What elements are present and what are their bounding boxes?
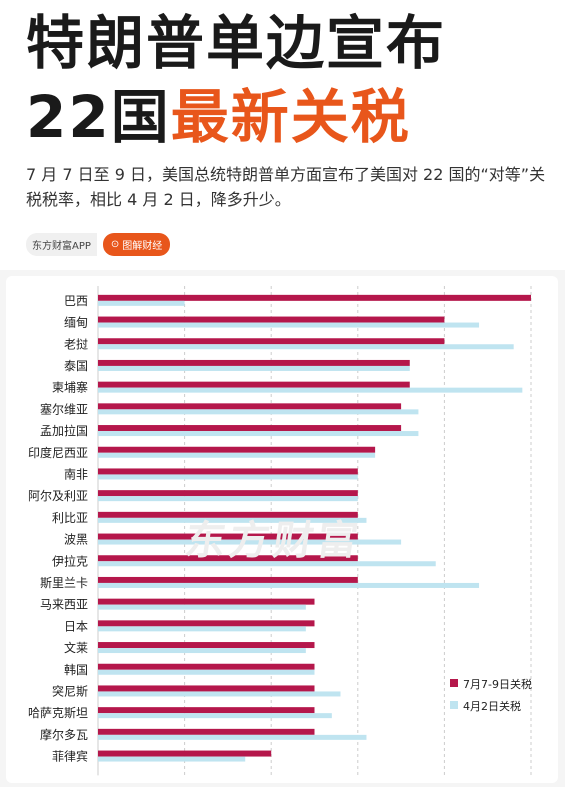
bar-apr (98, 387, 523, 393)
category-label: 老挝 (64, 337, 88, 351)
bar-apr (98, 474, 358, 480)
bar-jul (98, 685, 315, 692)
category-label: 突尼斯 (52, 683, 88, 698)
category-label: 文莱 (64, 640, 88, 655)
bar-jul (98, 425, 402, 432)
bar-jul (98, 511, 358, 518)
category-label: 伊拉克 (52, 553, 88, 568)
bar-apr (98, 604, 306, 610)
bar-apr (98, 344, 514, 350)
category-label: 哈萨克斯坦 (28, 706, 88, 720)
bar-apr (98, 300, 185, 306)
bar-jul (98, 750, 272, 757)
bar-apr (98, 431, 419, 437)
legend-label: 7月7-9日关税 (463, 677, 532, 691)
bar-apr (98, 626, 306, 632)
bar-apr (98, 517, 367, 523)
bar-jul (98, 403, 402, 410)
bar-jul (98, 338, 445, 345)
bar-apr (98, 496, 358, 502)
bar-jul (98, 555, 358, 562)
bar-apr (98, 648, 306, 654)
bar-jul (98, 359, 410, 366)
bar-jul (98, 642, 315, 649)
title-accent: 最新关税 (170, 83, 411, 151)
category-label: 日本 (64, 619, 88, 633)
category-label: 孟加拉国 (40, 423, 88, 438)
source-tag[interactable]: ⊙ 图解财经 (102, 232, 171, 256)
bar-apr (98, 452, 376, 458)
bar-apr (98, 322, 480, 328)
bar-jul (98, 533, 358, 540)
header: 特朗普单边宣布 22国最新关税 7 月 7 日至 9 日，美国总统特朗普单方面宣… (0, 0, 565, 270)
category-label: 利比亚 (52, 511, 88, 525)
bar-jul (98, 663, 315, 670)
chart-card: 0%10%20%30%40%50%巴西缅甸老挝泰国柬埔寨塞尔维亚孟加拉国印度尼西… (6, 276, 558, 783)
legend-label: 4月2日关税 (463, 699, 521, 713)
category-label: 斯里兰卡 (40, 576, 88, 590)
bar-jul (98, 728, 315, 735)
bar-jul (98, 381, 410, 388)
category-label: 摩尔多瓦 (40, 727, 88, 742)
category-label: 柬埔寨 (52, 380, 88, 395)
bar-jul (98, 316, 445, 323)
category-label: 缅甸 (64, 316, 88, 330)
category-label: 巴西 (64, 294, 88, 308)
title-count: 22国 (26, 83, 171, 151)
bar-jul (98, 620, 315, 627)
legend-swatch (450, 701, 458, 709)
page-title: 特朗普单边宣布 (26, 9, 447, 77)
bar-apr (98, 539, 402, 545)
page-title-line2: 22国最新关税 (26, 82, 411, 152)
bar-apr (98, 669, 315, 675)
search-icon: ⊙ (110, 238, 120, 250)
bar-apr (98, 582, 480, 588)
category-label: 菲律宾 (52, 749, 88, 764)
category-label: 塞尔维亚 (40, 401, 88, 416)
bar-apr (98, 691, 341, 697)
category-label: 阿尔及利亚 (28, 488, 88, 503)
category-label: 印度尼西亚 (28, 445, 88, 460)
source-tag-label: 图解财经 (122, 240, 163, 252)
source-badge: 东方财富APP ⊙ 图解财经 (26, 232, 171, 256)
bar-apr (98, 734, 367, 740)
bar-apr (98, 561, 436, 567)
bar-jul (98, 468, 358, 475)
bar-apr (98, 365, 410, 371)
category-label: 马来西亚 (40, 598, 88, 612)
bar-apr (98, 409, 419, 415)
category-label: 南非 (64, 466, 88, 481)
bar-apr (98, 713, 332, 719)
category-label: 韩国 (64, 662, 88, 677)
tariff-bar-chart: 0%10%20%30%40%50%巴西缅甸老挝泰国柬埔寨塞尔维亚孟加拉国印度尼西… (28, 286, 532, 776)
bar-jul (98, 490, 358, 497)
category-label: 波黑 (64, 533, 88, 547)
bar-apr (98, 756, 246, 762)
subtitle: 7 月 7 日至 9 日，美国总统特朗普单方面宣布了美国对 22 国的“对等”关… (26, 165, 546, 209)
category-label: 泰国 (64, 359, 88, 373)
source-app: 东方财富APP (26, 232, 97, 256)
bar-jul (98, 576, 358, 583)
bar-jul (98, 294, 531, 301)
bar-jul (98, 598, 315, 605)
watermark: 东方财富 (182, 518, 365, 564)
bar-jul (98, 707, 315, 714)
legend-swatch (450, 679, 458, 687)
bar-jul (98, 446, 376, 453)
